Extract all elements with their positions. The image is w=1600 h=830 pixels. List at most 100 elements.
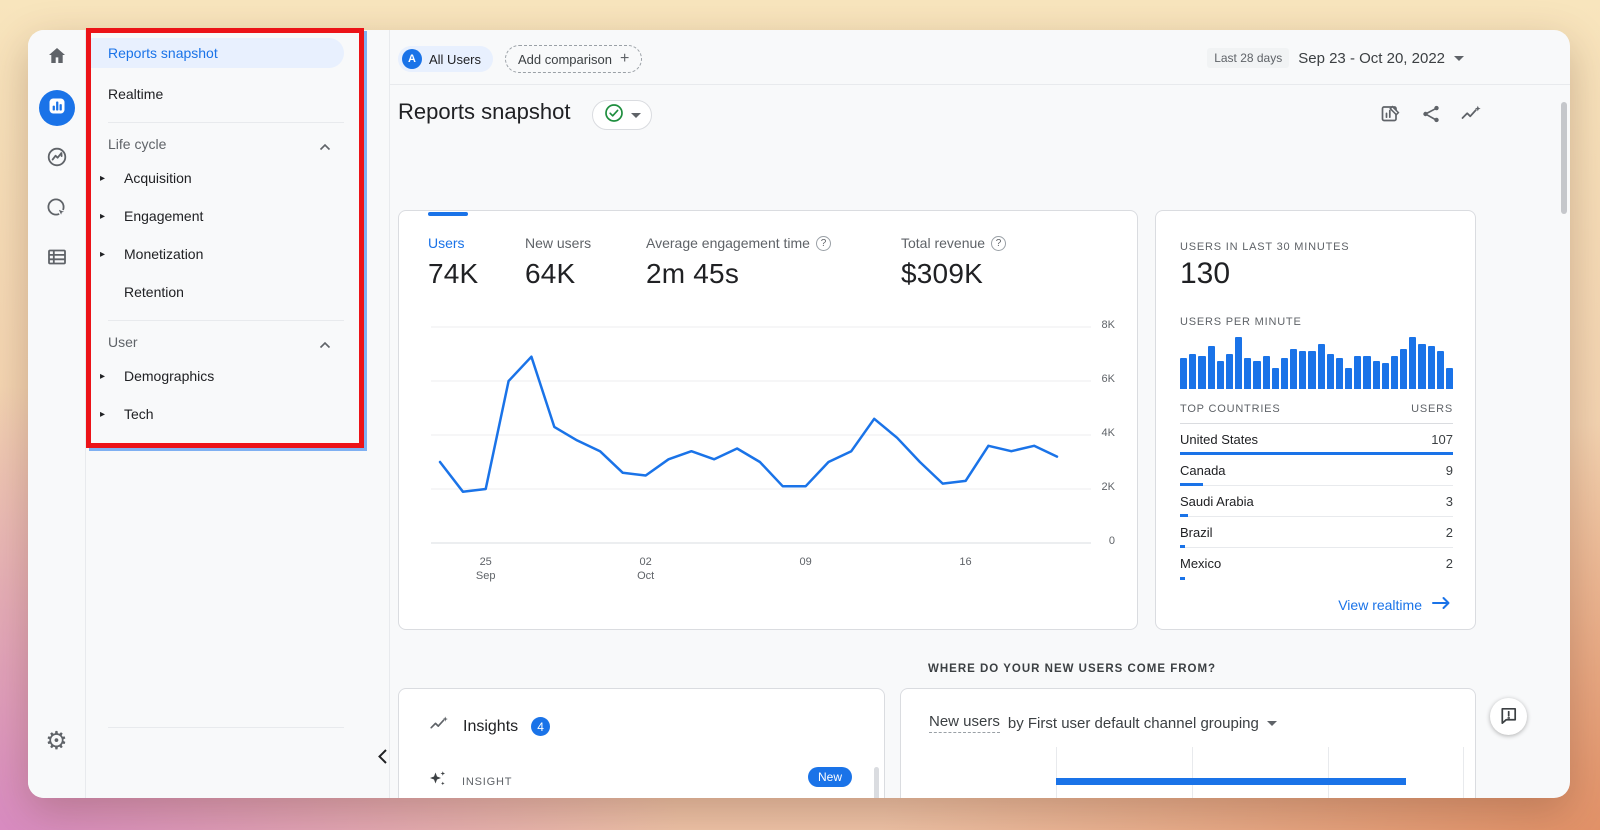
explore-nav-button[interactable]	[37, 139, 77, 179]
nav-items: Reports snapshot Realtime Life cycle ▸ Acqui…	[86, 30, 389, 433]
reports-nav-button[interactable]	[38, 90, 75, 126]
advertising-nav-button[interactable]	[37, 190, 77, 230]
insights-scrollbar[interactable]	[874, 767, 879, 798]
sparkle-icon	[428, 769, 448, 794]
insights-header[interactable]: Insights 4	[428, 713, 551, 740]
minute-bar	[1326, 353, 1334, 389]
chevron-left-icon	[377, 748, 388, 768]
customize-report-button[interactable]	[1379, 102, 1403, 126]
help-icon[interactable]: ?	[991, 235, 1007, 251]
advertising-icon	[45, 196, 69, 225]
insights-count-badge: 4	[531, 717, 551, 736]
insight-row[interactable]: INSIGHT	[428, 769, 512, 794]
overview-card: Users 74K New users 64K Average engagement t…	[398, 210, 1138, 630]
country-bar	[1180, 514, 1188, 517]
y-axis-label: 6K	[1101, 373, 1115, 385]
add-comparison-button[interactable]: Add comparison +	[505, 45, 643, 73]
minute-bar	[1345, 367, 1353, 389]
metric-total-revenue[interactable]: Total revenue? $309K	[901, 235, 1007, 290]
country-row[interactable]: Brazil 2	[1180, 517, 1453, 548]
country-row[interactable]: Canada 9	[1180, 455, 1453, 486]
channel-dimension-dropdown[interactable]: New users by First user default channel …	[929, 713, 1277, 733]
x-axis-label: 16	[959, 556, 972, 568]
nav-item-engagement[interactable]: ▸ Engagement	[100, 208, 204, 224]
minute-bar	[1225, 353, 1234, 389]
x-axis-label: 09	[799, 556, 812, 568]
minute-bar	[1290, 348, 1298, 389]
nav-item-reports-snapshot[interactable]: Reports snapshot	[86, 38, 344, 68]
page-title: Reports snapshot	[398, 99, 571, 124]
metric-average-engagement-time[interactable]: Average engagement time? 2m 45s	[646, 235, 831, 290]
country-row[interactable]: Mexico 2	[1180, 548, 1453, 580]
library-icon	[45, 245, 69, 274]
segment-avatar: A	[402, 49, 422, 69]
nav-item-monetization[interactable]: ▸ Monetization	[100, 246, 204, 262]
feedback-bubble-icon	[1498, 705, 1519, 729]
realtime-card: USERS IN LAST 30 MINUTES 130 USERS PER M…	[1155, 210, 1476, 630]
nav-item-retention[interactable]: Retention	[124, 284, 184, 300]
nav-item-acquisition[interactable]: ▸ Acquisition	[100, 170, 192, 186]
check-circle-icon	[604, 103, 624, 128]
country-row[interactable]: Saudi Arabia 3	[1180, 486, 1453, 517]
all-users-label: All Users	[429, 51, 482, 67]
country-row[interactable]: United States 107	[1180, 424, 1453, 455]
header-actions	[1379, 102, 1483, 126]
users-per-minute-chart[interactable]	[1180, 337, 1454, 389]
y-axis-label: 0	[1108, 535, 1115, 547]
main-content: A All Users Add comparison + Last 28 day…	[390, 30, 1570, 798]
nav-section-life-cycle[interactable]: Life cycle	[86, 129, 389, 159]
chevron-down-icon	[1266, 720, 1277, 726]
library-nav-button[interactable]	[37, 239, 77, 279]
country-bar	[1180, 577, 1186, 580]
date-range-picker[interactable]: Last 28 days Sep 23 - Oct 20, 2022	[1207, 48, 1464, 68]
feedback-button[interactable]	[1490, 698, 1527, 735]
expand-triangle-icon: ▸	[100, 210, 106, 222]
countries-table-header: TOP COUNTRIES USERS	[1180, 403, 1453, 424]
insights-icon[interactable]	[1459, 102, 1483, 126]
country-bar	[1180, 483, 1203, 486]
nav-item-tech[interactable]: ▸ Tech	[100, 406, 154, 422]
nav-divider	[108, 320, 344, 321]
users-per-minute-label: USERS PER MINUTE	[1180, 316, 1302, 328]
nav-item-realtime[interactable]: Realtime	[108, 86, 164, 102]
gridline	[1192, 747, 1193, 798]
page-scrollbar[interactable]	[1561, 102, 1567, 214]
add-comparison-label: Add comparison	[518, 51, 612, 67]
gear-icon: ⚙	[45, 726, 68, 755]
report-status-dropdown[interactable]	[592, 100, 652, 130]
home-icon	[45, 44, 69, 73]
channel-bar[interactable]	[1056, 778, 1406, 785]
minute-bar	[1381, 363, 1389, 389]
y-axis-label: 2K	[1101, 481, 1115, 493]
y-axis-label: 4K	[1101, 427, 1115, 439]
minute-bar	[1189, 353, 1197, 389]
home-nav-button[interactable]	[37, 38, 77, 78]
nav-bottom-divider	[108, 727, 344, 728]
metric-new-users[interactable]: New users 64K	[525, 235, 592, 289]
collapse-nav-button[interactable]	[370, 746, 394, 770]
expand-triangle-icon: ▸	[100, 172, 106, 184]
chevron-down-icon	[630, 112, 641, 118]
minute-bar	[1280, 358, 1289, 389]
dropdown-prefix: New users	[929, 713, 1000, 733]
minute-bar	[1235, 337, 1243, 389]
minute-bar	[1207, 346, 1215, 389]
bar-chart-icon	[48, 97, 66, 120]
nav-section-user[interactable]: User	[86, 327, 389, 357]
minute-bar	[1400, 348, 1408, 389]
minute-bar	[1390, 355, 1399, 389]
admin-settings-button[interactable]: ⚙	[37, 721, 77, 761]
minute-bar	[1317, 344, 1325, 389]
share-icon[interactable]	[1419, 102, 1443, 126]
users-trend-chart[interactable]	[399, 311, 1139, 561]
all-users-segment-chip[interactable]: A All Users	[398, 46, 494, 72]
minute-bar	[1308, 351, 1316, 389]
view-realtime-link[interactable]: View realtime	[1338, 595, 1451, 614]
help-icon[interactable]: ?	[815, 235, 831, 251]
minute-bar	[1335, 358, 1344, 389]
metric-users[interactable]: Users 74K	[428, 235, 479, 289]
nav-item-demographics[interactable]: ▸ Demographics	[100, 368, 215, 384]
date-range-text: Sep 23 - Oct 20, 2022	[1298, 49, 1445, 67]
users-col: USERS	[1411, 403, 1453, 415]
minute-bar	[1198, 355, 1206, 389]
